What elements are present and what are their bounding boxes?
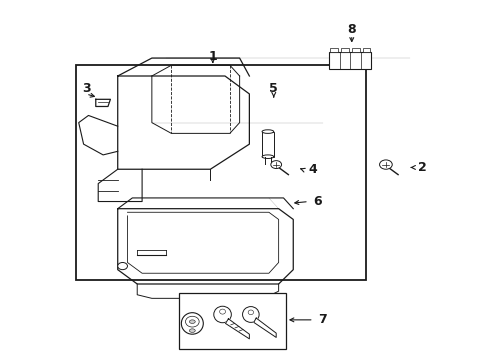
Ellipse shape xyxy=(242,307,259,322)
Text: 2: 2 xyxy=(417,161,426,174)
Bar xyxy=(362,48,369,51)
Ellipse shape xyxy=(262,130,273,134)
Circle shape xyxy=(270,161,281,168)
Circle shape xyxy=(379,160,391,169)
Bar xyxy=(76,65,366,280)
Polygon shape xyxy=(225,319,249,339)
Text: 1: 1 xyxy=(208,50,217,63)
Ellipse shape xyxy=(185,316,199,327)
Text: 5: 5 xyxy=(269,82,278,95)
Text: 6: 6 xyxy=(313,195,321,208)
Bar xyxy=(351,48,359,51)
Bar xyxy=(328,51,370,69)
Text: 4: 4 xyxy=(308,163,317,176)
Polygon shape xyxy=(253,318,276,337)
Ellipse shape xyxy=(189,329,195,332)
Ellipse shape xyxy=(262,155,273,158)
Ellipse shape xyxy=(189,320,195,323)
Bar xyxy=(340,48,348,51)
Ellipse shape xyxy=(181,313,203,334)
Circle shape xyxy=(118,262,127,270)
Ellipse shape xyxy=(247,310,253,315)
Bar xyxy=(178,293,285,348)
Text: 8: 8 xyxy=(347,23,355,36)
Ellipse shape xyxy=(219,309,225,314)
Text: 3: 3 xyxy=(81,82,90,95)
Bar xyxy=(330,48,337,51)
Text: 7: 7 xyxy=(318,313,326,327)
Ellipse shape xyxy=(213,306,231,323)
Bar xyxy=(262,132,273,157)
